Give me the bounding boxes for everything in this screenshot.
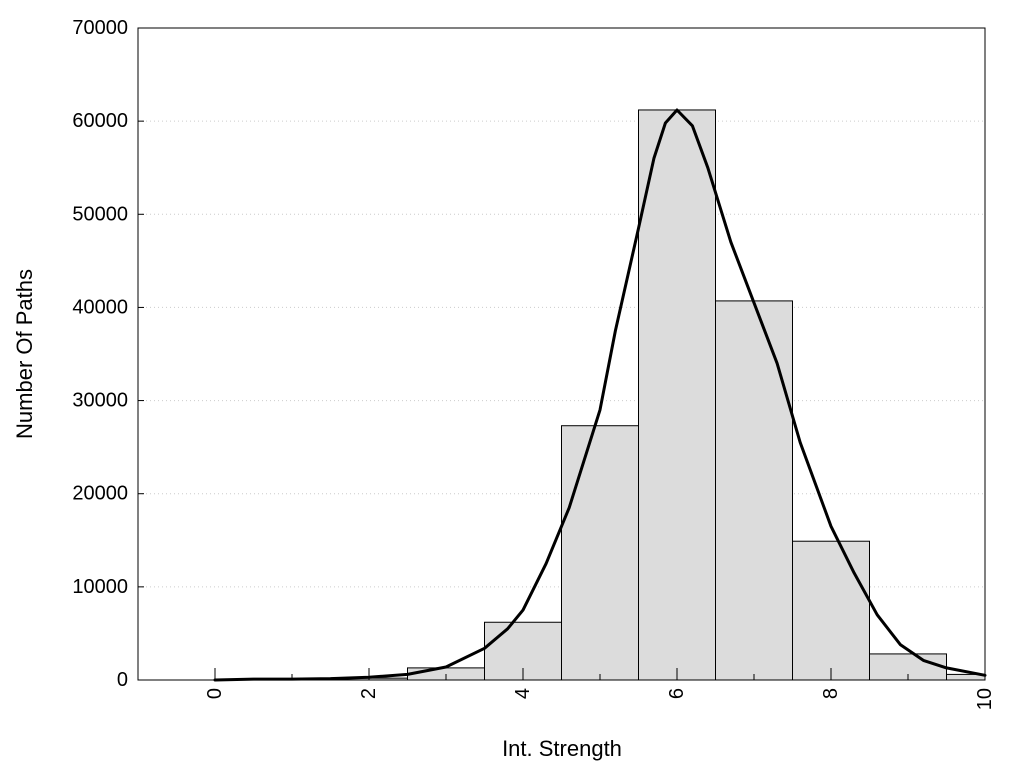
x-axis-title: Int. Strength [502,736,622,761]
y-tick-label-7: 70000 [72,17,128,39]
y-tick-label-1: 10000 [72,576,128,598]
y-tick-label-0: 0 [117,669,128,691]
y-tick-label-6: 60000 [72,110,128,132]
histogram-bars [330,109,986,681]
y-tick-label-4: 40000 [72,296,128,318]
x-tick-label-5: 10 [974,688,996,710]
y-axis-title: Number Of Paths [12,269,37,439]
x-tick-label-2: 4 [512,688,534,699]
histogram-bar-6 [715,300,793,681]
y-tick-label-3: 30000 [72,390,128,412]
y-tick-labels: 0 10000 20000 30000 40000 50000 60000 70000 [72,17,128,691]
histogram-bar-4 [561,425,639,681]
x-tick-label-0: 0 [204,688,226,699]
y-tick-label-5: 50000 [72,203,128,225]
axis-ticks [138,27,986,681]
histogram-bar-5 [638,109,716,681]
x-tick-label-3: 6 [666,688,688,699]
plot-frame [137,27,986,681]
y-tick-label-2: 20000 [72,483,128,505]
histogram-bar-7 [792,540,870,681]
density-curve [213,108,987,682]
x-tick-label-1: 2 [358,688,380,699]
x-tick-labels: 0 2 4 6 8 10 [204,688,996,710]
x-tick-label-4: 8 [820,688,842,699]
